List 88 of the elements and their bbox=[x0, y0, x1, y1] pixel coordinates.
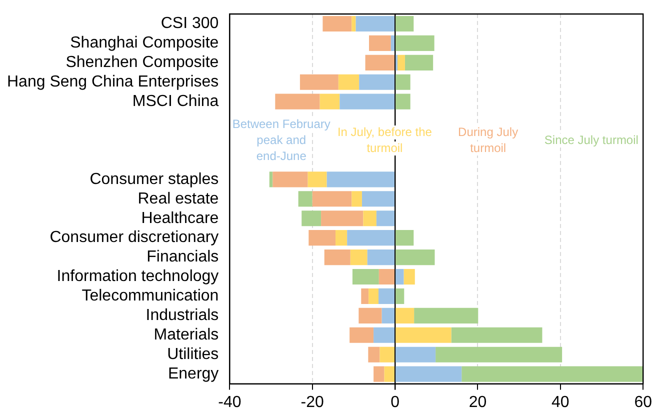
bar bbox=[300, 74, 338, 90]
bar bbox=[451, 327, 542, 343]
y-tick-label: Hang Seng China Enterprises bbox=[6, 74, 219, 91]
bar bbox=[352, 16, 356, 32]
bar bbox=[350, 250, 368, 266]
bar bbox=[378, 268, 394, 285]
bar bbox=[396, 230, 414, 246]
bar bbox=[359, 74, 394, 90]
bar bbox=[390, 35, 394, 51]
bar bbox=[324, 250, 350, 266]
y-tick-label: Telecommunication bbox=[82, 288, 219, 305]
bar bbox=[347, 230, 394, 246]
bar bbox=[376, 210, 394, 226]
bar bbox=[396, 74, 410, 90]
bar bbox=[350, 327, 374, 343]
y-tick-label: Shanghai Composite bbox=[70, 34, 219, 52]
y-tick-label: Real estate bbox=[138, 190, 219, 208]
y-tick-label: Materials bbox=[154, 326, 219, 344]
bar bbox=[363, 210, 376, 226]
x-tick-label: 40 bbox=[552, 394, 570, 411]
y-tick-label: Consumer staples bbox=[90, 170, 219, 188]
bar bbox=[322, 16, 352, 32]
y-tick-label: Financials bbox=[146, 248, 219, 266]
bar bbox=[340, 94, 394, 110]
x-tick-label: 20 bbox=[468, 394, 487, 411]
bar bbox=[368, 288, 379, 304]
bar bbox=[396, 346, 436, 362]
bar bbox=[362, 191, 394, 207]
bar bbox=[352, 268, 379, 285]
bar bbox=[275, 94, 320, 110]
y-tick-label: Industrials bbox=[146, 307, 219, 324]
x-tick-label: -40 bbox=[218, 394, 242, 411]
bar bbox=[396, 327, 452, 343]
bar bbox=[384, 366, 394, 382]
x-tick-label: 0 bbox=[390, 394, 400, 411]
bar bbox=[396, 268, 404, 285]
x-tick-label: 60 bbox=[634, 394, 652, 411]
text: Since July turmoil bbox=[544, 132, 638, 147]
bar bbox=[436, 346, 562, 362]
bar bbox=[308, 172, 327, 188]
bar bbox=[414, 308, 478, 324]
bar bbox=[352, 191, 362, 207]
bar bbox=[320, 94, 340, 110]
bar bbox=[396, 288, 404, 304]
bar bbox=[312, 191, 352, 207]
series-label: Between February peak and end-June bbox=[232, 116, 330, 163]
bar bbox=[302, 210, 322, 226]
bar bbox=[396, 250, 435, 266]
bar bbox=[396, 94, 410, 110]
bar bbox=[369, 35, 391, 51]
bar bbox=[298, 191, 312, 207]
bar bbox=[396, 16, 414, 32]
y-tick-label: Energy bbox=[168, 365, 219, 382]
bar bbox=[336, 230, 348, 246]
bar bbox=[356, 16, 394, 32]
bar bbox=[365, 54, 394, 70]
bar bbox=[272, 172, 308, 188]
bar bbox=[380, 346, 394, 362]
y-tick-label: Shenzhen Composite bbox=[66, 54, 219, 72]
bar bbox=[396, 308, 414, 324]
y-tick-label: Consumer discretionary bbox=[50, 229, 219, 246]
bar bbox=[462, 366, 644, 382]
bar bbox=[367, 250, 394, 266]
bar bbox=[321, 210, 364, 226]
bar bbox=[269, 172, 273, 188]
y-tick-label: MSCI China bbox=[132, 92, 219, 110]
series-label: In July, before the turmoil bbox=[337, 124, 432, 155]
y-tick-label: Utilities bbox=[167, 346, 219, 364]
x-tick-label: -20 bbox=[300, 394, 324, 411]
bar bbox=[368, 346, 380, 362]
bar bbox=[404, 54, 434, 70]
bar bbox=[396, 35, 434, 51]
bar bbox=[338, 74, 360, 90]
bar bbox=[404, 268, 415, 285]
bar bbox=[396, 366, 462, 382]
text: During July turmoil bbox=[458, 124, 518, 155]
bar bbox=[358, 308, 382, 324]
bar bbox=[361, 288, 369, 304]
y-tick-label: CSI 300 bbox=[160, 15, 219, 32]
bar bbox=[374, 366, 384, 382]
y-tick-label: Healthcare bbox=[141, 210, 219, 227]
bar bbox=[398, 54, 405, 70]
bar bbox=[382, 308, 394, 324]
bar bbox=[326, 172, 394, 188]
bar bbox=[374, 327, 394, 343]
bar bbox=[378, 288, 394, 304]
y-tick-label: Information technology bbox=[56, 268, 219, 286]
bar bbox=[308, 230, 336, 246]
